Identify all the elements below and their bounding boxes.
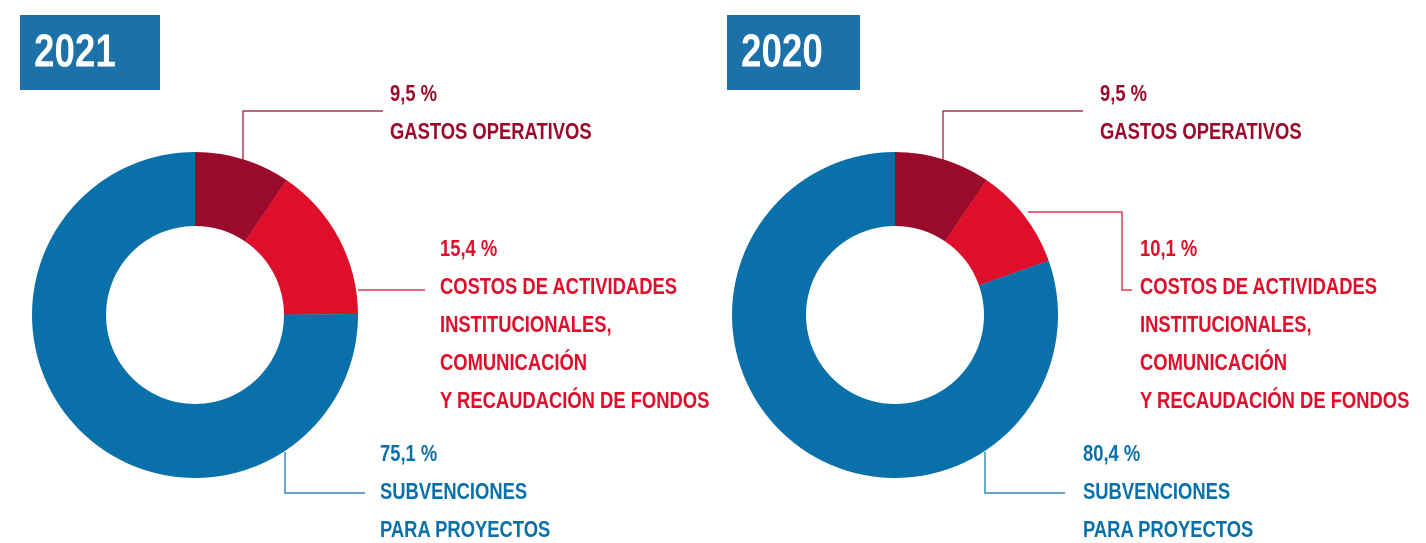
category-label-group: COMUNICACIÓN [440,349,587,376]
value-label-group: 9,5 % [1100,81,1147,106]
value-label: 10,1 % [1140,236,1197,261]
category-label: GASTOS OPERATIVOS [1100,119,1302,144]
category-label: INSTITUCIONALES, [440,312,612,337]
category-label: COMUNICACIÓN [1140,349,1287,376]
category-label-group: GASTOS OPERATIVOS [1100,119,1302,144]
category-label-group: COSTOS DE ACTIVIDADES [1140,274,1377,299]
chart-title-group: 2021 [34,25,116,77]
category-label-group: Y RECAUDACIÓN DE FONDOS [1140,387,1409,414]
donut-segment [31,152,358,479]
category-label-group: INSTITUCIONALES, [1140,312,1312,337]
chart-title: 2021 [34,25,116,77]
value-label-group: 15,4 % [440,236,497,261]
category-label: PARA PROYECTOS [1083,517,1253,542]
category-label: Y RECAUDACIÓN DE FONDOS [440,387,709,414]
value-label-group: 10,1 % [1140,236,1197,261]
donut-segment [731,152,1058,478]
chart-title-group: 2020 [741,25,823,77]
category-label: COSTOS DE ACTIVIDADES [1140,274,1377,299]
category-label: PARA PROYECTOS [380,517,550,542]
leader-line [242,110,383,238]
title-box [727,15,860,90]
category-label-group: INSTITUCIONALES, [440,312,612,337]
category-label-group: COMUNICACIÓN [1140,349,1287,376]
category-label-group: SUBVENCIONES [1083,479,1230,504]
donut-segment [895,152,987,242]
donut-segment [195,152,287,242]
value-label: 80,4 % [1083,441,1140,466]
chart-title: 2020 [741,25,823,77]
category-label: SUBVENCIONES [380,479,527,504]
value-label-group: 75,1 % [380,441,437,466]
category-label: SUBVENCIONES [1083,479,1230,504]
category-label: COSTOS DE ACTIVIDADES [440,274,677,299]
value-label: 75,1 % [380,441,437,466]
value-label: 9,5 % [1100,81,1147,106]
category-label-group: PARA PROYECTOS [380,517,550,542]
category-label-group: COSTOS DE ACTIVIDADES [440,274,677,299]
value-label-group: 80,4 % [1083,441,1140,466]
category-label-group: GASTOS OPERATIVOS [390,119,592,144]
category-label-group: SUBVENCIONES [380,479,527,504]
leader-line [284,452,365,494]
category-label: GASTOS OPERATIVOS [390,119,592,144]
leader-line [984,452,1065,494]
category-label: Y RECAUDACIÓN DE FONDOS [1140,387,1409,414]
category-label: COMUNICACIÓN [440,349,587,376]
category-label-group: PARA PROYECTOS [1083,517,1253,542]
donut-segment [945,180,1049,286]
value-label-group: 9,5 % [390,81,437,106]
category-label-group: Y RECAUDACIÓN DE FONDOS [440,387,709,414]
title-box [20,15,160,90]
category-label: INSTITUCIONALES, [1140,312,1312,337]
value-label: 15,4 % [440,236,497,261]
leader-line [942,110,1083,240]
value-label: 9,5 % [390,81,437,106]
leader-line [1028,211,1132,291]
donut-segment [245,180,358,315]
